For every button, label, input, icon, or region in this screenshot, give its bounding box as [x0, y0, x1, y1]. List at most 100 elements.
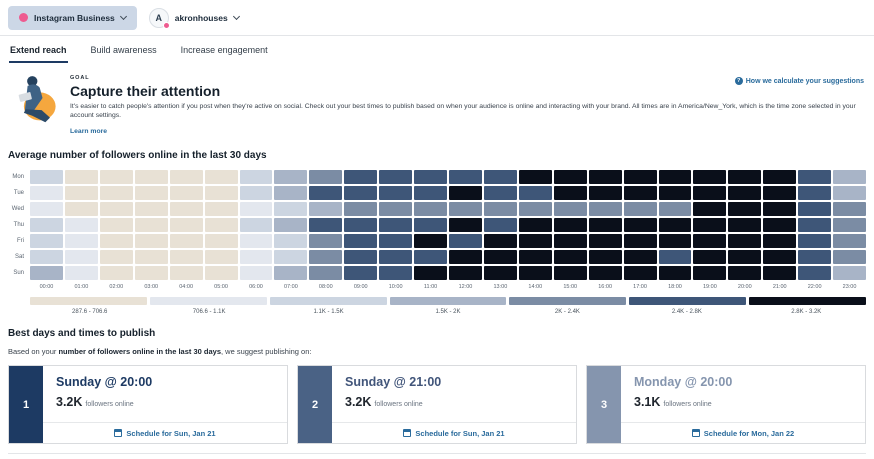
- heatmap-cell[interactable]: [658, 186, 692, 201]
- heatmap-cell[interactable]: [518, 202, 552, 217]
- heatmap-cell[interactable]: [553, 234, 587, 249]
- heatmap-cell[interactable]: [798, 218, 832, 233]
- heatmap-cell[interactable]: [30, 218, 63, 233]
- heatmap-cell[interactable]: [449, 170, 482, 185]
- heatmap-cell[interactable]: [274, 266, 308, 281]
- heatmap-cell[interactable]: [204, 250, 238, 265]
- tab-increase-engagement[interactable]: Increase engagement: [180, 45, 268, 55]
- heatmap-cell[interactable]: [623, 186, 657, 201]
- heatmap-cell[interactable]: [623, 234, 657, 249]
- heatmap-cell[interactable]: [798, 202, 832, 217]
- heatmap-cell[interactable]: [693, 234, 727, 249]
- heatmap-cell[interactable]: [414, 266, 447, 281]
- heatmap-cell[interactable]: [274, 186, 308, 201]
- heatmap-cell[interactable]: [693, 202, 727, 217]
- heatmap-cell[interactable]: [64, 266, 98, 281]
- heatmap-cell[interactable]: [134, 250, 168, 265]
- heatmap-cell[interactable]: [274, 202, 308, 217]
- heatmap-cell[interactable]: [239, 186, 273, 201]
- heatmap-cell[interactable]: [518, 266, 552, 281]
- heatmap-cell[interactable]: [553, 202, 587, 217]
- heatmap-cell[interactable]: [239, 234, 273, 249]
- heatmap-cell[interactable]: [169, 202, 203, 217]
- heatmap-cell[interactable]: [30, 170, 63, 185]
- heatmap-cell[interactable]: [449, 266, 482, 281]
- heatmap-cell[interactable]: [658, 266, 692, 281]
- heatmap-cell[interactable]: [518, 234, 552, 249]
- heatmap-cell[interactable]: [658, 250, 692, 265]
- heatmap-cell[interactable]: [134, 234, 168, 249]
- heatmap-cell[interactable]: [99, 218, 133, 233]
- heatmap-cell[interactable]: [763, 250, 797, 265]
- heatmap-cell[interactable]: [449, 234, 482, 249]
- heatmap-cell[interactable]: [728, 202, 762, 217]
- heatmap-cell[interactable]: [553, 170, 587, 185]
- heatmap-cell[interactable]: [309, 170, 343, 185]
- heatmap-cell[interactable]: [274, 250, 308, 265]
- heatmap-cell[interactable]: [30, 266, 63, 281]
- heatmap-cell[interactable]: [99, 202, 133, 217]
- heatmap-cell[interactable]: [414, 186, 447, 201]
- heatmap-cell[interactable]: [274, 170, 308, 185]
- heatmap-cell[interactable]: [309, 266, 343, 281]
- heatmap-cell[interactable]: [309, 202, 343, 217]
- heatmap-cell[interactable]: [449, 202, 482, 217]
- heatmap-cell[interactable]: [588, 250, 622, 265]
- heatmap-cell[interactable]: [693, 250, 727, 265]
- heatmap-cell[interactable]: [483, 218, 517, 233]
- heatmap-cell[interactable]: [64, 170, 98, 185]
- heatmap-cell[interactable]: [30, 186, 63, 201]
- network-selector[interactable]: Instagram Business: [8, 5, 137, 30]
- heatmap-cell[interactable]: [169, 170, 203, 185]
- heatmap-cell[interactable]: [798, 250, 832, 265]
- heatmap-cell[interactable]: [693, 170, 727, 185]
- heatmap-cell[interactable]: [728, 266, 762, 281]
- heatmap-cell[interactable]: [693, 218, 727, 233]
- heatmap-cell[interactable]: [518, 250, 552, 265]
- heatmap-cell[interactable]: [763, 266, 797, 281]
- heatmap-cell[interactable]: [99, 250, 133, 265]
- heatmap-cell[interactable]: [763, 202, 797, 217]
- heatmap-cell[interactable]: [414, 170, 447, 185]
- heatmap-cell[interactable]: [64, 234, 98, 249]
- heatmap-cell[interactable]: [414, 202, 447, 217]
- heatmap-cell[interactable]: [518, 218, 552, 233]
- heatmap-cell[interactable]: [658, 170, 692, 185]
- heatmap-cell[interactable]: [623, 202, 657, 217]
- heatmap-cell[interactable]: [553, 250, 587, 265]
- tab-extend-reach[interactable]: Extend reach: [9, 36, 68, 63]
- heatmap-cell[interactable]: [728, 234, 762, 249]
- heatmap-cell[interactable]: [99, 186, 133, 201]
- heatmap-cell[interactable]: [588, 170, 622, 185]
- heatmap-cell[interactable]: [798, 186, 832, 201]
- heatmap-cell[interactable]: [64, 250, 98, 265]
- heatmap-cell[interactable]: [64, 186, 98, 201]
- heatmap-cell[interactable]: [309, 234, 343, 249]
- heatmap-cell[interactable]: [30, 234, 63, 249]
- heatmap-cell[interactable]: [449, 250, 482, 265]
- heatmap-cell[interactable]: [204, 170, 238, 185]
- heatmap-cell[interactable]: [798, 170, 832, 185]
- heatmap-cell[interactable]: [30, 250, 63, 265]
- learn-more-link[interactable]: Learn more: [70, 128, 108, 136]
- heatmap-cell[interactable]: [483, 234, 517, 249]
- heatmap-cell[interactable]: [169, 218, 203, 233]
- heatmap-cell[interactable]: [833, 202, 866, 217]
- heatmap-cell[interactable]: [309, 218, 343, 233]
- heatmap-cell[interactable]: [623, 170, 657, 185]
- heatmap-cell[interactable]: [588, 202, 622, 217]
- tab-build-awareness[interactable]: Build awareness: [90, 45, 157, 55]
- heatmap-cell[interactable]: [64, 202, 98, 217]
- heatmap-cell[interactable]: [379, 218, 413, 233]
- heatmap-cell[interactable]: [344, 250, 378, 265]
- heatmap-cell[interactable]: [344, 186, 378, 201]
- heatmap-cell[interactable]: [623, 266, 657, 281]
- heatmap-cell[interactable]: [623, 218, 657, 233]
- heatmap-cell[interactable]: [553, 186, 587, 201]
- heatmap-cell[interactable]: [344, 234, 378, 249]
- heatmap-cell[interactable]: [239, 218, 273, 233]
- heatmap-cell[interactable]: [414, 234, 447, 249]
- heatmap-cell[interactable]: [169, 234, 203, 249]
- heatmap-cell[interactable]: [239, 266, 273, 281]
- heatmap-cell[interactable]: [553, 218, 587, 233]
